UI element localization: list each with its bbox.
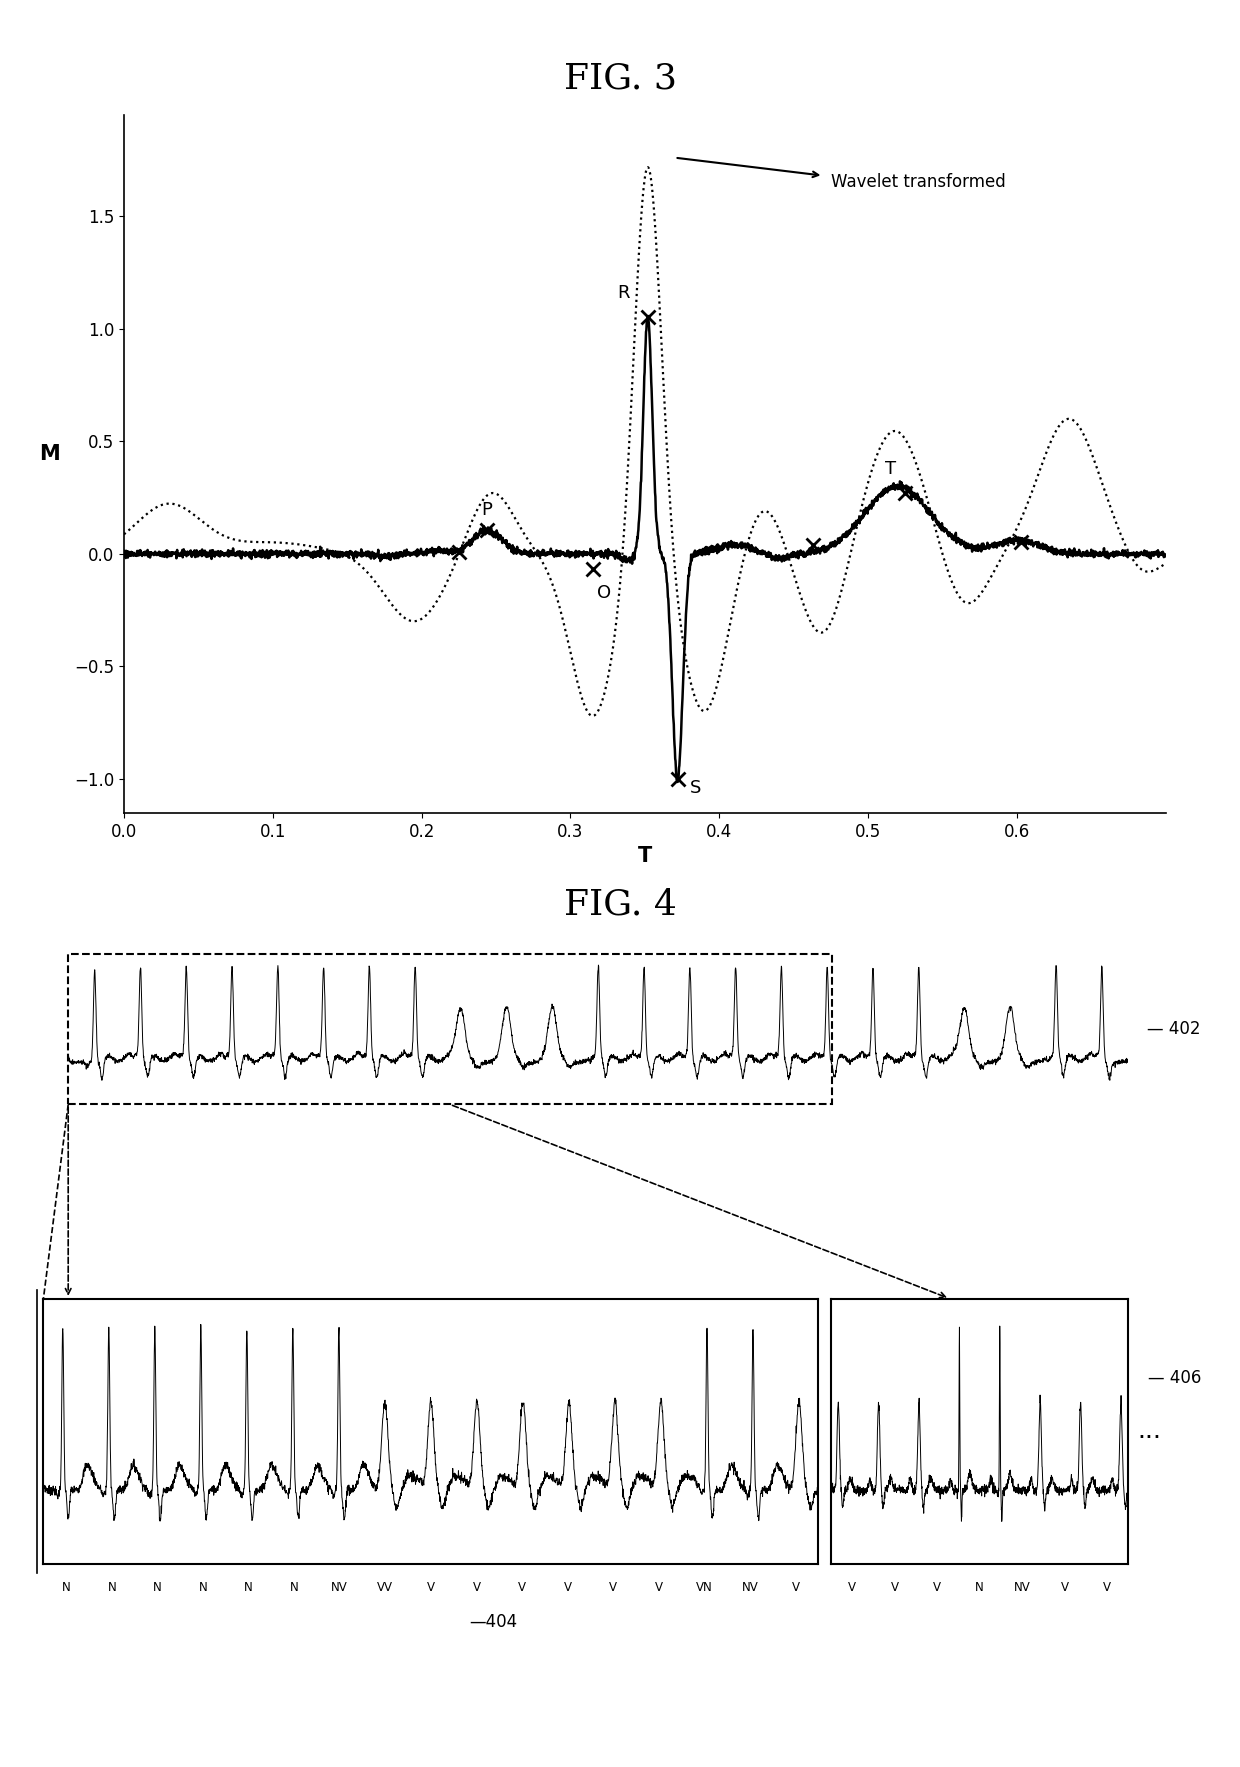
- Text: S: S: [689, 779, 701, 797]
- Text: VN: VN: [696, 1581, 713, 1594]
- Text: V: V: [472, 1581, 480, 1594]
- Text: V: V: [609, 1581, 618, 1594]
- Text: N: N: [108, 1581, 117, 1594]
- Text: NV: NV: [1014, 1581, 1030, 1594]
- Text: N: N: [975, 1581, 985, 1594]
- Text: V: V: [791, 1581, 800, 1594]
- X-axis label: T: T: [637, 846, 652, 866]
- Text: V: V: [890, 1581, 899, 1594]
- Text: N: N: [153, 1581, 161, 1594]
- Text: N: N: [290, 1581, 299, 1594]
- Text: V: V: [1060, 1581, 1069, 1594]
- Text: ...: ...: [1137, 1419, 1161, 1444]
- Text: — 402: — 402: [1147, 1020, 1200, 1039]
- Text: O: O: [598, 585, 611, 603]
- Text: V: V: [427, 1581, 435, 1594]
- Text: N: N: [62, 1581, 71, 1594]
- Text: Wavelet transformed: Wavelet transformed: [831, 173, 1006, 191]
- Text: N: N: [198, 1581, 207, 1594]
- Bar: [68, 954, 832, 1104]
- Y-axis label: M: M: [38, 444, 60, 465]
- Text: VV: VV: [377, 1581, 393, 1594]
- Text: N: N: [244, 1581, 253, 1594]
- Text: — 406: — 406: [1148, 1369, 1202, 1387]
- Text: V: V: [1104, 1581, 1111, 1594]
- Text: V: V: [848, 1581, 856, 1594]
- Text: FIG. 4: FIG. 4: [563, 887, 677, 921]
- Text: P: P: [481, 502, 492, 519]
- Text: NV: NV: [742, 1581, 759, 1594]
- Text: V: V: [655, 1581, 663, 1594]
- Text: R: R: [618, 284, 630, 302]
- Text: FIG. 3: FIG. 3: [563, 62, 677, 95]
- Text: V: V: [518, 1581, 526, 1594]
- Text: T: T: [885, 461, 895, 479]
- Text: NV: NV: [331, 1581, 348, 1594]
- Text: V: V: [564, 1581, 572, 1594]
- Text: —404: —404: [470, 1613, 518, 1631]
- Text: V: V: [932, 1581, 941, 1594]
